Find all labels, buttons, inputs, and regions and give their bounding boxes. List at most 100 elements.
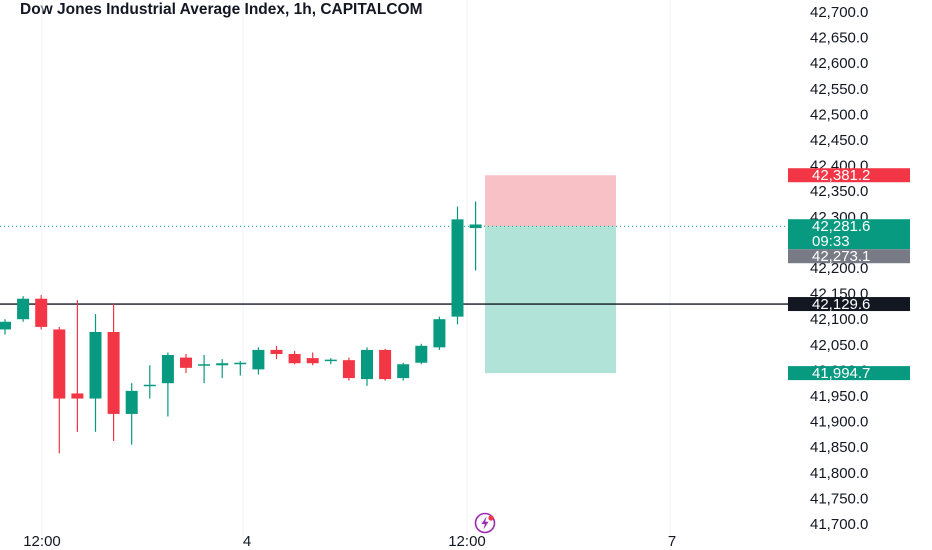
price-tag-value: 42,281.6 (812, 218, 870, 235)
candle-up[interactable] (125, 383, 138, 445)
entry-price-tag: 42,273.1 (788, 248, 910, 265)
price-tag-countdown: 09:33 (812, 233, 850, 250)
candle-body (216, 363, 229, 366)
candle-body (125, 390, 138, 414)
candle-body (379, 349, 392, 380)
candle-body (17, 298, 30, 320)
price-tag-background (788, 168, 910, 183)
y-tick-label: 42,550.0 (810, 81, 868, 98)
target-price-tag: 41,994.7 (788, 365, 910, 382)
price-tag-value: 42,273.1 (812, 248, 870, 265)
candle-down[interactable] (53, 326, 66, 454)
stop-loss-price-tag: 42,381.2 (788, 167, 910, 184)
candle-up[interactable] (397, 362, 410, 381)
candle-body (198, 364, 211, 366)
candle-up[interactable] (469, 201, 482, 271)
candle-body (0, 321, 11, 330)
grid-lines (41, 0, 671, 536)
x-tick-label: 12:00 (23, 533, 61, 550)
candle-up[interactable] (234, 361, 247, 376)
candle-body (35, 298, 48, 327)
y-tick-label: 41,800.0 (810, 465, 868, 482)
y-tick-label: 42,700.0 (810, 4, 868, 21)
x-tick-label: 12:00 (448, 533, 486, 550)
candle-down[interactable] (107, 303, 120, 442)
y-tick-label: 41,750.0 (810, 490, 868, 507)
y-tick-label: 42,650.0 (810, 30, 868, 47)
candle-up[interactable] (415, 343, 428, 365)
candle-down[interactable] (270, 345, 283, 360)
candle-body (288, 354, 301, 364)
y-tick-label: 42,050.0 (810, 337, 868, 354)
candle-body (270, 349, 283, 355)
candle-body (234, 362, 247, 365)
candle-body (342, 360, 355, 379)
candle-down[interactable] (342, 357, 355, 381)
candle-body (180, 357, 192, 368)
price-tag-value: 41,994.7 (812, 365, 870, 382)
candle-up[interactable] (143, 365, 156, 399)
y-tick-label: 42,350.0 (810, 183, 868, 200)
candle-down[interactable] (180, 354, 192, 373)
tradingview-logo-icon (474, 512, 496, 534)
candle-body (161, 355, 174, 384)
price-tag-background (788, 297, 910, 312)
price-tag-value: 42,129.6 (812, 296, 870, 313)
y-tick-label: 42,450.0 (810, 132, 868, 149)
price-tag-background (788, 249, 910, 264)
candle-up[interactable] (324, 358, 337, 365)
candle-up[interactable] (161, 352, 174, 417)
y-tick-label: 42,100.0 (810, 311, 868, 328)
candle-body (252, 349, 265, 370)
candle-body (143, 384, 156, 387)
candle-body (306, 358, 319, 364)
candle-down[interactable] (71, 300, 84, 432)
candle-body (89, 332, 102, 399)
price-axis[interactable]: 42,700.0 42,650.0 42,600.0 42,550.0 42,500.0… (810, 4, 868, 533)
candle-body (361, 349, 373, 380)
candle-body (397, 364, 410, 379)
candle-body (324, 359, 337, 362)
time-axis[interactable]: 12:00 4 12:00 7 (23, 533, 676, 550)
candle-up[interactable] (451, 206, 464, 325)
candle-body (53, 329, 66, 399)
y-tick-label: 42,500.0 (810, 106, 868, 123)
y-tick-label: 42,600.0 (810, 55, 868, 72)
y-tick-label: 41,700.0 (810, 516, 868, 533)
candle-body (433, 319, 446, 348)
take-profit-zone[interactable] (485, 226, 616, 374)
candle-up[interactable] (89, 314, 102, 432)
short-position-tool[interactable] (0, 175, 788, 374)
y-tick-label: 41,850.0 (810, 439, 868, 456)
x-tick-label: 4 (243, 533, 251, 550)
candle-up[interactable] (198, 355, 211, 384)
x-tick-label: 7 (668, 533, 676, 550)
candle-up[interactable] (361, 347, 373, 386)
candle-up[interactable] (252, 347, 265, 375)
candle-up[interactable] (0, 319, 11, 335)
candle-down[interactable] (288, 350, 301, 365)
horizontal-line-price-tag: 42,129.6 (788, 296, 910, 313)
candle-body (415, 345, 428, 363)
candle-down[interactable] (306, 352, 319, 366)
y-tick-label: 41,950.0 (810, 388, 868, 405)
candles-group (0, 201, 482, 454)
candle-down[interactable] (379, 348, 392, 381)
price-tag-background (788, 366, 910, 381)
candle-body (107, 332, 120, 414)
candle-down[interactable] (35, 295, 48, 330)
candle-body (71, 393, 84, 399)
stop-loss-zone[interactable] (485, 175, 616, 227)
chart-title: Dow Jones Industrial Average Index, 1h, … (20, 1, 423, 18)
candle-body (451, 219, 464, 317)
price-tag-background (788, 219, 910, 250)
price-tag-value: 42,381.2 (812, 167, 870, 184)
candle-up[interactable] (216, 359, 229, 379)
candle-up[interactable] (17, 296, 30, 322)
y-tick-label: 41,900.0 (810, 414, 868, 431)
last-price-tag: 42,281.609:33 (788, 218, 910, 250)
y-tick-label: 42,200.0 (810, 260, 868, 277)
candle-up[interactable] (433, 316, 446, 350)
